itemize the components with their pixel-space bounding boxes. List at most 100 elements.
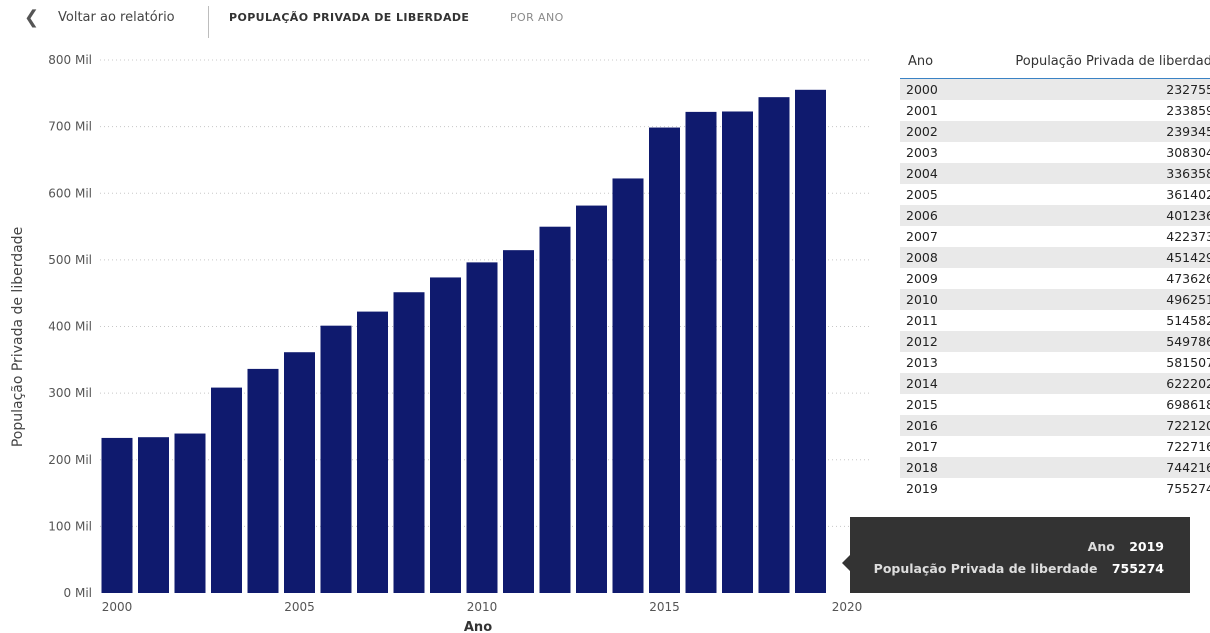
table-row[interactable]: 2005 361402 (900, 184, 1210, 205)
cell-populacao: 622202 (1166, 376, 1210, 391)
table-row[interactable]: 2003 308304 (900, 142, 1210, 163)
cell-populacao: 308304 (1166, 145, 1210, 160)
bar-2012[interactable] (539, 226, 571, 593)
table-row[interactable]: 2017 722716 (900, 436, 1210, 457)
cell-ano: 2007 (906, 229, 938, 244)
x-tick-label: 2015 (649, 600, 680, 614)
cell-populacao: 549786 (1166, 334, 1210, 349)
bar-2003[interactable] (211, 387, 242, 593)
x-tick-label: 2010 (467, 600, 498, 614)
cell-ano: 2018 (906, 460, 938, 475)
y-tick-label: 0 Mil (64, 586, 92, 600)
cell-populacao: 698618 (1166, 397, 1210, 412)
table-row[interactable]: 2019 755274 (900, 478, 1210, 499)
table-row[interactable]: 2018 744216 (900, 457, 1210, 478)
bar-2018[interactable] (758, 97, 790, 594)
y-tick-label: 500 Mil (48, 253, 92, 267)
column-header-populacao[interactable]: População Privada de liberdade (1015, 54, 1210, 69)
bar-2001[interactable] (138, 437, 169, 593)
cell-populacao: 401236 (1166, 208, 1210, 223)
table-row[interactable]: 2002 239345 (900, 121, 1210, 142)
bar-2002[interactable] (174, 433, 206, 593)
back-to-report-link[interactable]: Voltar ao relatório (58, 10, 175, 25)
cell-populacao: 239345 (1166, 124, 1210, 139)
table-row[interactable]: 2011 514582 (900, 310, 1210, 331)
cell-populacao: 581507 (1166, 355, 1210, 370)
bar-2010[interactable] (466, 262, 498, 593)
cell-ano: 2014 (906, 376, 938, 391)
bar-2016[interactable] (685, 111, 717, 594)
tooltip-value-ano: 2019 (1129, 539, 1164, 554)
cell-populacao: 232755 (1166, 82, 1210, 97)
cell-ano: 2013 (906, 355, 938, 370)
cell-ano: 2012 (906, 334, 938, 349)
x-tick-label: 2000 (102, 600, 133, 614)
table-body: 2000 232755 2001 233859 2002 239345 2003 308304… (900, 79, 1210, 499)
cell-ano: 2008 (906, 250, 938, 265)
page-title: POPULAÇÃO PRIVADA DE LIBERDADE (229, 11, 470, 24)
table-row[interactable]: 2013 581507 (900, 352, 1210, 373)
y-axis-ticks: 0 Mil 100 Mil 200 Mil 300 Mil 400 Mil 500 Mil… (48, 53, 92, 600)
bar-2019[interactable] (795, 89, 826, 593)
cell-populacao: 473626 (1166, 271, 1210, 286)
bar-2015[interactable] (649, 127, 680, 593)
bar-2013[interactable] (576, 205, 607, 593)
bar-2007[interactable] (357, 311, 388, 593)
cell-ano: 2015 (906, 397, 938, 412)
cell-ano: 2001 (906, 103, 938, 118)
cell-populacao: 755274 (1166, 481, 1210, 496)
cell-populacao: 722716 (1166, 439, 1210, 454)
table-row[interactable]: 2016 722120 (900, 415, 1210, 436)
cell-ano: 2019 (906, 481, 938, 496)
x-axis-ticks: 2000 2005 2010 2015 2020 (102, 600, 863, 614)
bar-chart: 0 Mil 100 Mil 200 Mil 300 Mil 400 Mil 500 Mil… (10, 53, 870, 633)
bar-2014[interactable] (612, 178, 644, 593)
x-tick-label: 2020 (832, 600, 863, 614)
bar-2000[interactable] (101, 437, 133, 593)
table-row[interactable]: 2000 232755 (900, 79, 1210, 100)
cell-ano: 2010 (906, 292, 938, 307)
table-header: Ano População Privada de liberdade (900, 48, 1210, 79)
cell-populacao: 744216 (1166, 460, 1210, 475)
divider (208, 6, 209, 38)
bar-2005[interactable] (284, 352, 315, 593)
x-tick-label: 2005 (284, 600, 315, 614)
table-row[interactable]: 2014 622202 (900, 373, 1210, 394)
column-header-ano[interactable]: Ano (908, 54, 934, 69)
y-tick-label: 700 Mil (48, 120, 92, 134)
data-table: Ano População Privada de liberdade 2000 2… (900, 48, 1210, 499)
cell-populacao: 496251 (1166, 292, 1210, 307)
bar-2017[interactable] (722, 111, 753, 593)
table-row[interactable]: 2006 401236 (900, 205, 1210, 226)
cell-populacao: 722120 (1166, 418, 1210, 433)
table-row[interactable]: 2012 549786 (900, 331, 1210, 352)
bar-2011[interactable] (503, 250, 534, 594)
chevron-left-icon[interactable]: ❮ (24, 7, 40, 28)
cell-ano: 2000 (906, 82, 938, 97)
bar-2006[interactable] (320, 325, 352, 593)
table-row[interactable]: 2010 496251 (900, 289, 1210, 310)
table-row[interactable]: 2015 698618 (900, 394, 1210, 415)
table-row[interactable]: 2001 233859 (900, 100, 1210, 121)
top-bar: ❮ Voltar ao relatório POPULAÇÃO PRIVADA … (0, 0, 1210, 38)
cell-populacao: 514582 (1166, 313, 1210, 328)
bar-2004[interactable] (247, 368, 279, 593)
cell-ano: 2011 (906, 313, 938, 328)
cell-populacao: 361402 (1166, 187, 1210, 202)
bar-2009[interactable] (430, 277, 461, 593)
cell-populacao: 422373 (1166, 229, 1210, 244)
table-row[interactable]: 2007 422373 (900, 226, 1210, 247)
cell-ano: 2009 (906, 271, 938, 286)
bar-2008[interactable] (393, 292, 425, 593)
table-row[interactable]: 2009 473626 (900, 268, 1210, 289)
table-row[interactable]: 2004 336358 (900, 163, 1210, 184)
y-tick-label: 800 Mil (48, 53, 92, 67)
cell-populacao: 451429 (1166, 250, 1210, 265)
tooltip: Ano 2019 População Privada de liberdade … (842, 517, 1190, 593)
bars (101, 89, 826, 594)
table-row[interactable]: 2008 451429 (900, 247, 1210, 268)
y-tick-label: 400 Mil (48, 320, 92, 334)
page-subtitle: POR ANO (510, 11, 564, 24)
cell-ano: 2005 (906, 187, 938, 202)
cell-ano: 2002 (906, 124, 938, 139)
